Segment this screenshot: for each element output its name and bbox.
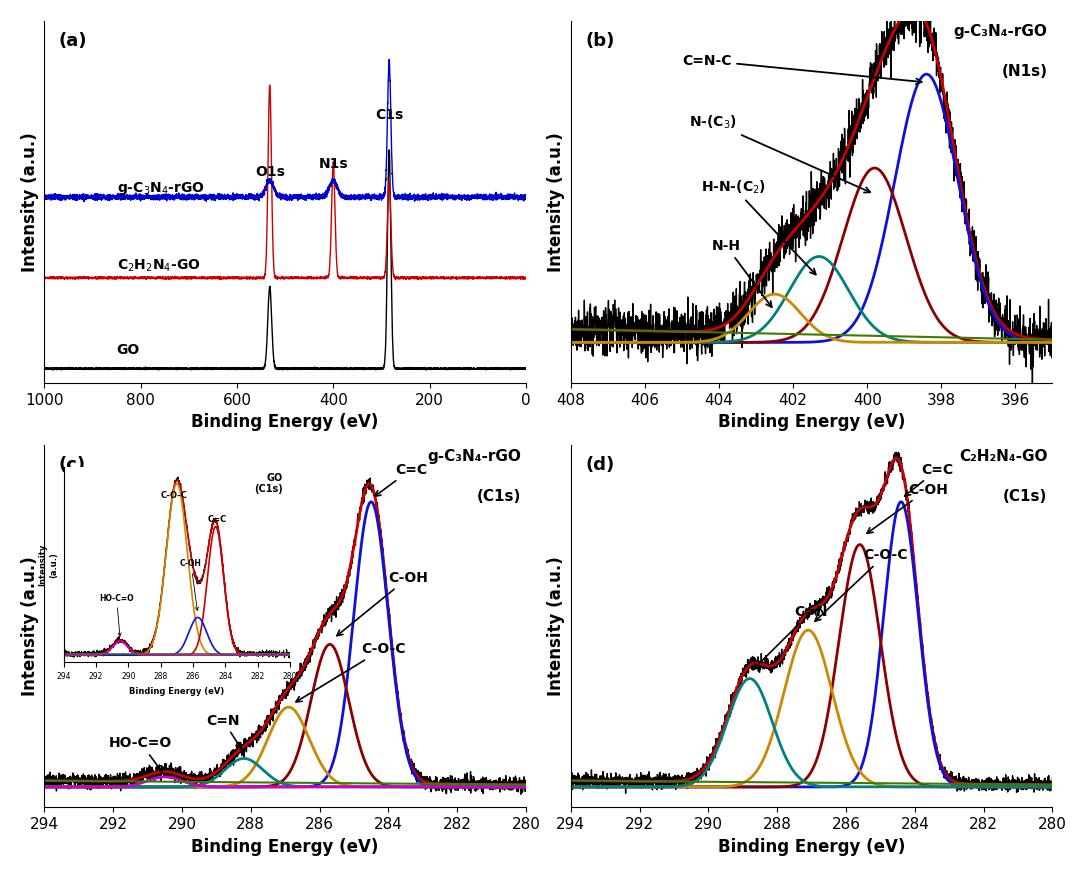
Text: C=C: C=C [375,463,427,497]
Y-axis label: Intensity (a.u.): Intensity (a.u.) [21,132,39,272]
X-axis label: Binding Energy (eV): Binding Energy (eV) [717,837,904,855]
Text: C-OH: C-OH [866,483,947,533]
Text: (C1s): (C1s) [476,489,521,504]
Text: (c): (c) [59,456,86,474]
Text: C-OH: C-OH [337,571,428,636]
Text: N-H: N-H [711,239,772,307]
Text: C=N-C: C=N-C [682,54,921,84]
Text: N1s: N1s [318,157,348,171]
Text: C$_2$H$_2$N$_4$-GO: C$_2$H$_2$N$_4$-GO [116,257,200,273]
Text: g-C$_3$N$_4$-rGO: g-C$_3$N$_4$-rGO [116,180,204,196]
Text: GO: GO [116,343,140,357]
Text: (d): (d) [585,456,614,474]
Text: C=N: C=N [205,713,241,749]
Y-axis label: Intensity (a.u.): Intensity (a.u.) [547,556,565,696]
Text: O1s: O1s [254,165,285,179]
Text: C1s: C1s [375,108,403,122]
Text: (N1s): (N1s) [1001,64,1047,79]
Text: (C1s): (C1s) [1002,489,1047,504]
Text: (a): (a) [59,32,87,50]
Text: C=C: C=C [904,463,953,496]
Text: C₂H₂N₄-GO: C₂H₂N₄-GO [959,449,1047,463]
Text: HO-C=O: HO-C=O [109,736,172,772]
X-axis label: Binding Energy (eV): Binding Energy (eV) [191,837,378,855]
Y-axis label: Intensity (a.u.): Intensity (a.u.) [21,556,39,696]
Text: C-O-C: C-O-C [296,642,405,702]
Text: g-C₃N₄-rGO: g-C₃N₄-rGO [953,25,1047,39]
Text: g-C₃N₄-rGO: g-C₃N₄-rGO [427,449,521,463]
Text: C=N: C=N [752,605,827,669]
Y-axis label: Intensity (a.u.): Intensity (a.u.) [547,132,565,272]
Text: C-O-C: C-O-C [814,548,908,621]
Text: N-(C$_3$): N-(C$_3$) [689,114,870,193]
Text: H-N-(C$_2$): H-N-(C$_2$) [700,179,815,275]
Text: (b): (b) [585,32,614,50]
X-axis label: Binding Energy (eV): Binding Energy (eV) [717,413,904,431]
X-axis label: Binding Energy (eV): Binding Energy (eV) [191,413,378,431]
